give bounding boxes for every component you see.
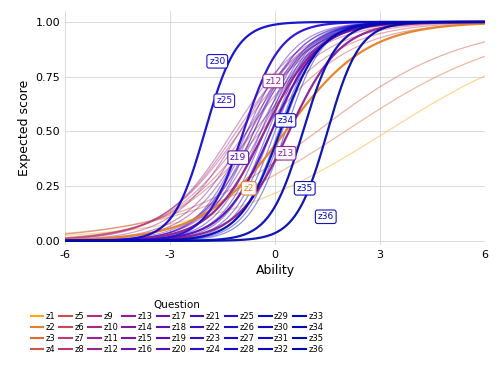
Text: z2: z2 [244,184,254,193]
Text: z12: z12 [265,76,281,86]
Text: z30: z30 [209,57,226,66]
Text: z36: z36 [318,212,334,221]
Text: z13: z13 [278,149,293,158]
Text: z34: z34 [278,116,293,125]
Text: z19: z19 [230,153,246,162]
Legend: z1, z2, z3, z4, z5, z6, z7, z8, z9, z10, z11, z12, z13, z14, z15, z16, z17, z18,: z1, z2, z3, z4, z5, z6, z7, z8, z9, z10,… [27,296,326,357]
Text: z35: z35 [296,184,313,193]
Text: z25: z25 [216,96,232,105]
Y-axis label: Expected score: Expected score [18,80,31,176]
X-axis label: Ability: Ability [256,264,294,277]
